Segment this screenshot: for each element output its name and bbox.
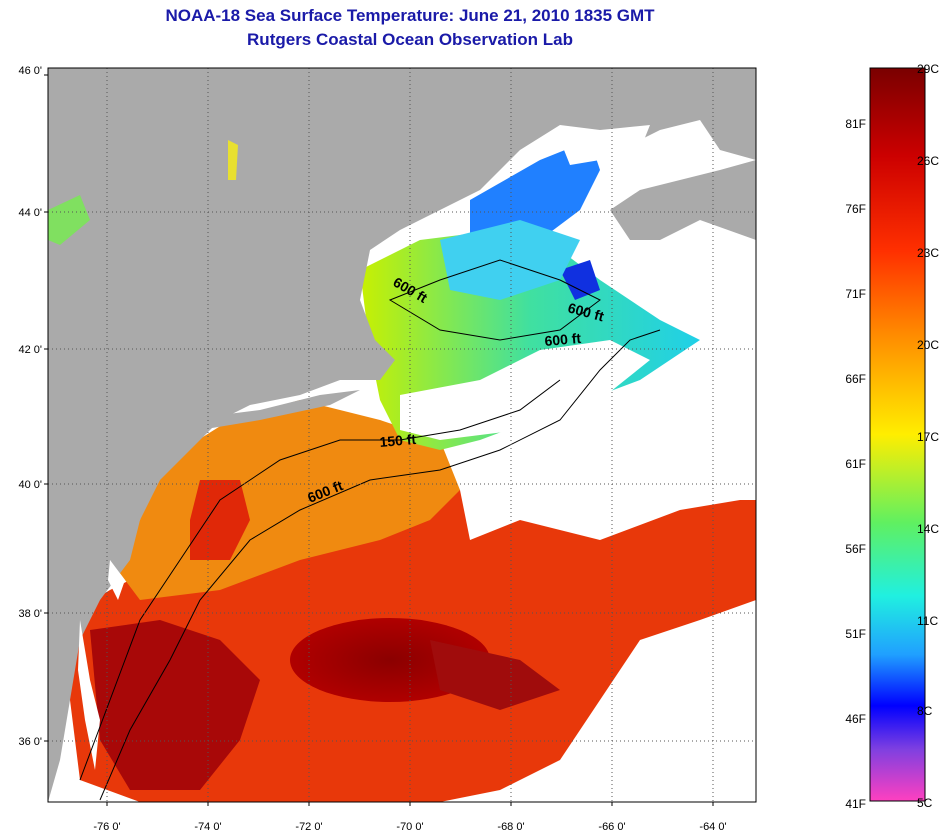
lon-label: -68 0' [497, 821, 524, 833]
colorbar-label-f: 81F [845, 117, 866, 131]
red-coastal-water [190, 480, 250, 560]
lon-label: -72 0' [295, 821, 322, 833]
colorbar: 81F 76F 71F 66F 61F 56F 51F 46F 41F 29C … [845, 62, 939, 811]
lon-label: -66 0' [598, 821, 625, 833]
lake-patch-west [48, 195, 90, 245]
warm-core-tail [430, 640, 560, 710]
lon-label: -76 0' [93, 821, 120, 833]
colorbar-label-f: 71F [845, 287, 866, 301]
cyan-water [440, 220, 580, 300]
deep-red-south [90, 620, 260, 790]
contour-150ft [79, 379, 561, 781]
colorbar-label-c: 20C [917, 338, 939, 352]
colorbar-gradient [869, 67, 926, 802]
lake-patch-champlain [228, 140, 238, 180]
lat-label: 42 0' [18, 344, 42, 356]
contour-600ft [99, 329, 661, 801]
sst-map: 46 0' 44 0' 42 0' 40 0' 38 0' 36 0' -76 … [18, 65, 757, 833]
colorbar-label-c: 29C [917, 62, 939, 76]
map-title: NOAA-18 Sea Surface Temperature: June 21… [60, 4, 760, 52]
land-mass [48, 68, 756, 802]
long-island [180, 390, 360, 430]
delaware-bay [108, 560, 125, 600]
colorbar-label-f: 56F [845, 542, 866, 556]
colorbar-label-c: 11C [917, 614, 938, 628]
lat-label: 38 0' [18, 608, 42, 620]
colorbar-label-c: 5C [917, 796, 933, 810]
cloud-band [400, 340, 650, 440]
lat-label: 40 0' [18, 479, 42, 491]
lat-label: 36 0' [18, 736, 42, 748]
colorbar-label-f: 41F [845, 797, 866, 811]
cold-patch [560, 260, 600, 300]
lat-label: 44 0' [18, 207, 42, 219]
colorbar-label-c: 14C [917, 522, 939, 536]
colorbar-label-f: 51F [845, 627, 866, 641]
lat-label: 46 0' [18, 65, 42, 77]
chesapeake-bay [78, 620, 100, 770]
colorbar-label-f: 61F [845, 457, 866, 471]
colorbar-label-f: 46F [845, 712, 866, 726]
colorbar-label-f: 76F [845, 202, 866, 216]
colorbar-label-c: 23C [917, 246, 939, 260]
contour-gulf-of-maine [388, 259, 601, 341]
colorbar-label-c: 8C [917, 704, 933, 718]
contour-label-600ft-mid: 600 ft [544, 330, 582, 349]
colorbar-label-c: 17C [917, 430, 939, 444]
cold-blue-water [470, 140, 600, 250]
colorbar-label-f: 66F [845, 372, 866, 386]
colorbar-label-c: 26C [917, 154, 939, 168]
lon-label: -74 0' [194, 821, 221, 833]
contour-label-150ft: 150 ft [379, 431, 417, 450]
map-frame [47, 67, 757, 803]
title-line-2: Rutgers Coastal Ocean Observation Lab [247, 30, 573, 49]
bay-of-fundy-water [560, 125, 650, 165]
nova-scotia-land [610, 160, 756, 240]
lon-label: -64 0' [699, 821, 726, 833]
title-line-1: NOAA-18 Sea Surface Temperature: June 21… [165, 6, 655, 25]
lon-label: -70 0' [396, 821, 423, 833]
